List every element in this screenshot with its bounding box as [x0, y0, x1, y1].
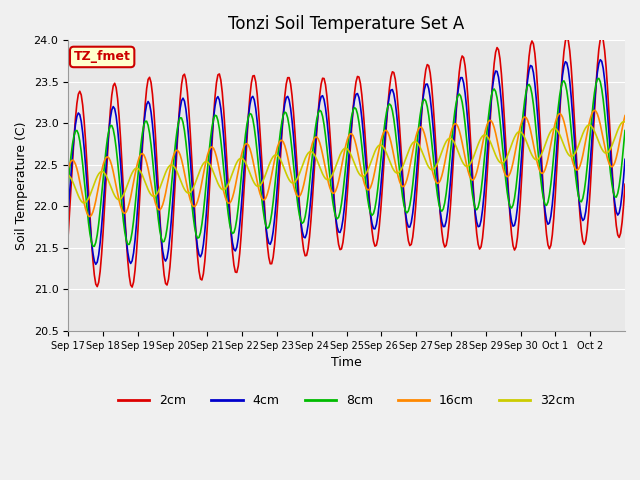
Line: 4cm: 4cm	[68, 60, 625, 264]
Line: 16cm: 16cm	[68, 110, 625, 216]
16cm	[86, 214, 94, 219]
16cm	[463, 162, 470, 168]
16cm	[102, 155, 110, 161]
2cm	[100, 205, 108, 211]
2cm	[352, 79, 360, 84]
Line: 32cm: 32cm	[68, 121, 625, 203]
16cm	[64, 166, 72, 172]
8cm	[620, 144, 627, 149]
32cm	[545, 131, 553, 137]
4cm	[545, 220, 553, 226]
4cm	[596, 57, 604, 62]
8cm	[102, 147, 110, 153]
16cm	[352, 142, 360, 148]
2cm	[545, 246, 553, 252]
Line: 2cm: 2cm	[68, 36, 625, 287]
4cm	[352, 91, 360, 97]
8cm	[64, 181, 72, 187]
2cm	[463, 77, 470, 83]
2cm	[598, 33, 605, 39]
X-axis label: Time: Time	[332, 356, 362, 369]
32cm	[620, 119, 627, 124]
Text: TZ_fmet: TZ_fmet	[74, 50, 131, 63]
16cm	[83, 210, 91, 216]
16cm	[620, 119, 627, 125]
8cm	[90, 243, 98, 249]
32cm	[64, 172, 72, 178]
8cm	[545, 192, 553, 198]
2cm	[64, 232, 72, 238]
8cm	[595, 75, 603, 81]
4cm	[102, 165, 110, 170]
4cm	[83, 183, 91, 189]
2cm	[621, 181, 629, 187]
4cm	[64, 209, 72, 215]
16cm	[545, 149, 553, 155]
32cm	[84, 196, 92, 202]
8cm	[352, 106, 360, 112]
4cm	[621, 156, 629, 162]
8cm	[621, 128, 629, 133]
32cm	[618, 120, 626, 125]
4cm	[620, 175, 627, 181]
32cm	[80, 200, 88, 206]
Title: Tonzi Soil Temperature Set A: Tonzi Soil Temperature Set A	[228, 15, 465, 33]
8cm	[83, 206, 91, 212]
4cm	[92, 262, 100, 267]
16cm	[591, 108, 598, 113]
32cm	[621, 119, 629, 125]
32cm	[352, 165, 360, 170]
2cm	[128, 284, 136, 290]
2cm	[620, 203, 627, 208]
8cm	[463, 135, 470, 141]
16cm	[621, 113, 629, 119]
32cm	[463, 164, 470, 169]
Line: 8cm: 8cm	[68, 78, 625, 246]
2cm	[83, 163, 91, 168]
32cm	[102, 172, 110, 178]
Y-axis label: Soil Temperature (C): Soil Temperature (C)	[15, 121, 28, 250]
4cm	[463, 104, 470, 109]
Legend: 2cm, 4cm, 8cm, 16cm, 32cm: 2cm, 4cm, 8cm, 16cm, 32cm	[113, 389, 580, 412]
